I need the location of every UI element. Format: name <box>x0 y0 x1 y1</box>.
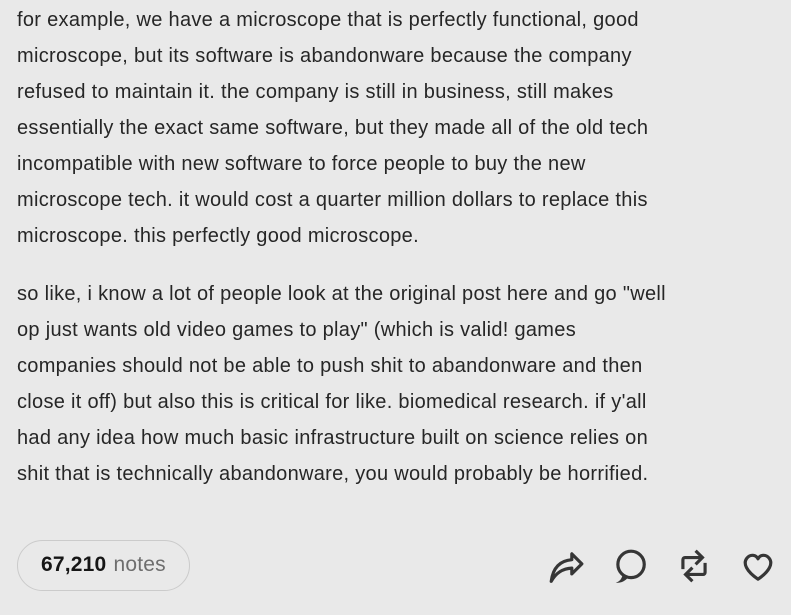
post-footer: 67,210 notes <box>17 540 777 591</box>
heart-icon <box>743 553 773 581</box>
post-paragraph-2: so like, i know a lot of people look at … <box>17 283 666 485</box>
notes-count: 67,210 <box>41 553 107 576</box>
post-body: for example, we have a microscope that i… <box>17 2 777 514</box>
reply-button[interactable] <box>611 547 649 585</box>
share-icon <box>549 551 584 583</box>
post-actions <box>547 547 777 585</box>
reblog-icon <box>681 549 707 582</box>
post-paragraph-1: for example, we have a microscope that i… <box>17 9 649 247</box>
notes-button[interactable]: 67,210 notes <box>17 540 190 591</box>
share-button[interactable] <box>547 547 585 585</box>
notes-label: notes <box>113 553 166 576</box>
reblog-button[interactable] <box>675 547 713 585</box>
like-button[interactable] <box>739 547 777 585</box>
reply-icon <box>615 549 646 583</box>
